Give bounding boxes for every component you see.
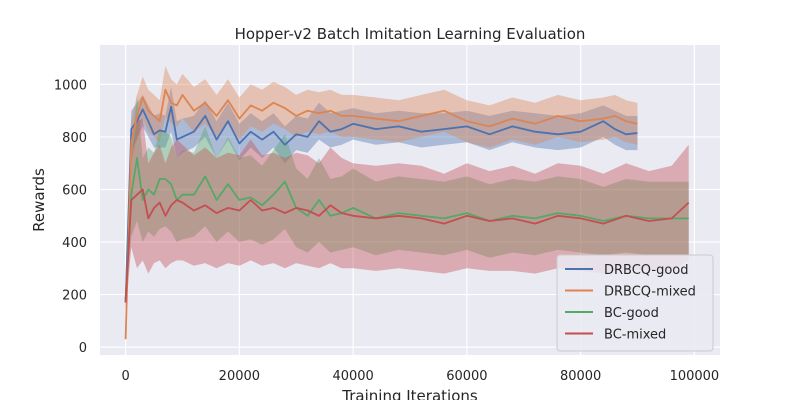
band-series-3 (125, 94, 689, 308)
y-tick-label: 1000 (54, 78, 87, 93)
x-tick-label: 0 (121, 369, 129, 384)
x-axis-ticks: 0 20000 40000 60000 80000 100000 (121, 369, 719, 384)
line-series-4 (124, 188, 690, 303)
band-series-2 (125, 66, 638, 342)
series-lines (124, 88, 690, 340)
legend-label-4: BC-mixed (604, 328, 666, 343)
y-tick-label: 600 (62, 183, 87, 198)
x-tick-label: 60000 (446, 369, 487, 384)
x-tick-label: 100000 (670, 369, 720, 384)
legend-label-1: DRBCQ-good (604, 263, 689, 278)
y-tick-label: 0 (79, 341, 87, 356)
y-axis-ticks: 0 200 400 600 800 1000 (54, 78, 87, 356)
chart-title: Hopper-v2 Batch Imitation Learning Evalu… (235, 25, 586, 43)
legend-label-3: BC-good (604, 306, 659, 321)
line-series-2 (124, 88, 638, 340)
x-tick-label: 80000 (560, 369, 601, 384)
confidence-bands (125, 66, 689, 342)
legend-label-2: DRBCQ-mixed (604, 285, 696, 300)
y-tick-label: 800 (62, 131, 87, 146)
x-tick-label: 20000 (219, 369, 260, 384)
y-axis-title: Rewards (30, 168, 48, 232)
legend: DRBCQ-good DRBCQ-mixed BC-good BC-mixed (556, 254, 714, 352)
y-tick-label: 400 (62, 236, 87, 251)
line-series-1 (124, 105, 638, 303)
x-axis-title: Training Iterations (341, 387, 478, 400)
band-series-4 (125, 118, 689, 313)
legend-box (556, 254, 714, 352)
band-series-1 (125, 87, 638, 316)
x-tick-label: 40000 (332, 369, 373, 384)
y-tick-label: 200 (62, 289, 87, 304)
